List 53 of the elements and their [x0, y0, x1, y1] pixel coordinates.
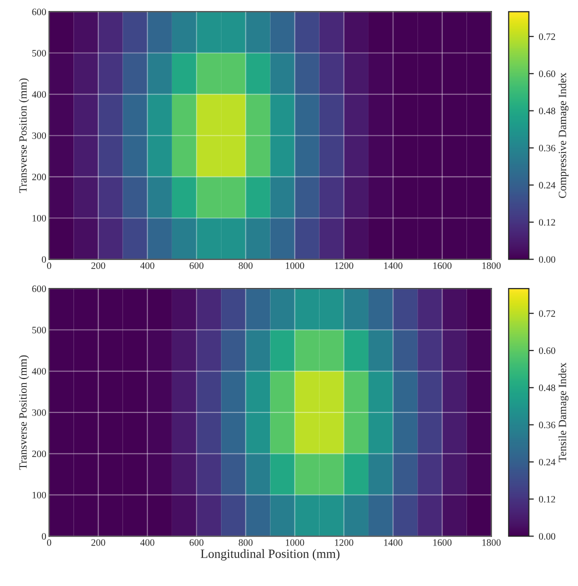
x-tick-label: 1600 [433, 539, 452, 546]
x-tick-label: 400 [140, 539, 154, 546]
x-tick-label: 1000 [286, 262, 304, 269]
color-bar-label: 0.60 [538, 70, 556, 78]
y-tick-label: 500 [32, 326, 46, 334]
x-tick-label: 800 [238, 539, 253, 546]
x-tick-label: 200 [91, 539, 106, 546]
y-tick-label: 400 [32, 368, 46, 375]
color-bar-label: 0.48 [538, 384, 556, 392]
x-tick-label: 600 [190, 262, 204, 269]
color-bar-label: 0.00 [538, 533, 556, 540]
x-tick-label: 1200 [335, 262, 354, 269]
x-tick-label: 0 [47, 262, 52, 269]
x-tick-label: 400 [140, 262, 154, 269]
x-tick-label: 1200 [335, 539, 354, 546]
color-bar-title: Tensile Damage Index [558, 362, 568, 462]
y-tick-label: 0 [42, 533, 46, 540]
color-bar-label: 0.72 [538, 310, 556, 317]
x-tick-label: 0 [47, 539, 52, 546]
x-tick-label: 1400 [384, 539, 402, 546]
y-axis-title: Transverse Position (mm) [18, 78, 29, 193]
x-tick-label: 1800 [482, 262, 501, 269]
y-tick-label: 100 [32, 492, 46, 498]
y-tick-label: 300 [32, 132, 46, 139]
color-bar-label: 0.24 [538, 458, 556, 466]
color-bar-title: Compressive Damage Index [558, 72, 568, 198]
x-tick-label: 1600 [433, 262, 452, 269]
y-axis-title: Transverse Position (mm) [18, 355, 29, 470]
y-tick-label: 500 [32, 50, 46, 56]
color-bar-label: 0.48 [538, 108, 556, 114]
color-bar-label: 0.72 [538, 33, 556, 40]
y-tick-label: 600 [32, 8, 46, 16]
x-tick-label: 600 [190, 539, 204, 546]
x-tick-label: 1400 [384, 262, 402, 269]
x-axis-title: Longitudinal Position (mm) [200, 549, 340, 561]
x-tick-label: 200 [91, 262, 106, 269]
y-tick-label: 400 [32, 91, 46, 98]
x-tick-label: 1800 [482, 539, 501, 546]
y-tick-label: 100 [32, 214, 46, 222]
color-bar-label: 0.00 [538, 256, 556, 263]
y-tick-label: 600 [32, 286, 46, 292]
y-tick-label: 0 [42, 256, 46, 263]
color-bar-label: 0.60 [538, 347, 556, 354]
color-bar-label: 0.24 [538, 182, 556, 189]
y-tick-label: 200 [32, 174, 46, 180]
x-tick-label: 1000 [286, 539, 304, 546]
color-bar-label: 0.36 [538, 422, 556, 428]
y-tick-label: 300 [32, 409, 46, 416]
x-tick-label: 800 [238, 262, 253, 269]
color-bar-label: 0.12 [538, 496, 556, 503]
y-tick-label: 200 [32, 450, 46, 458]
color-bar-label: 0.12 [538, 219, 556, 226]
color-bar-label: 0.36 [538, 144, 556, 152]
